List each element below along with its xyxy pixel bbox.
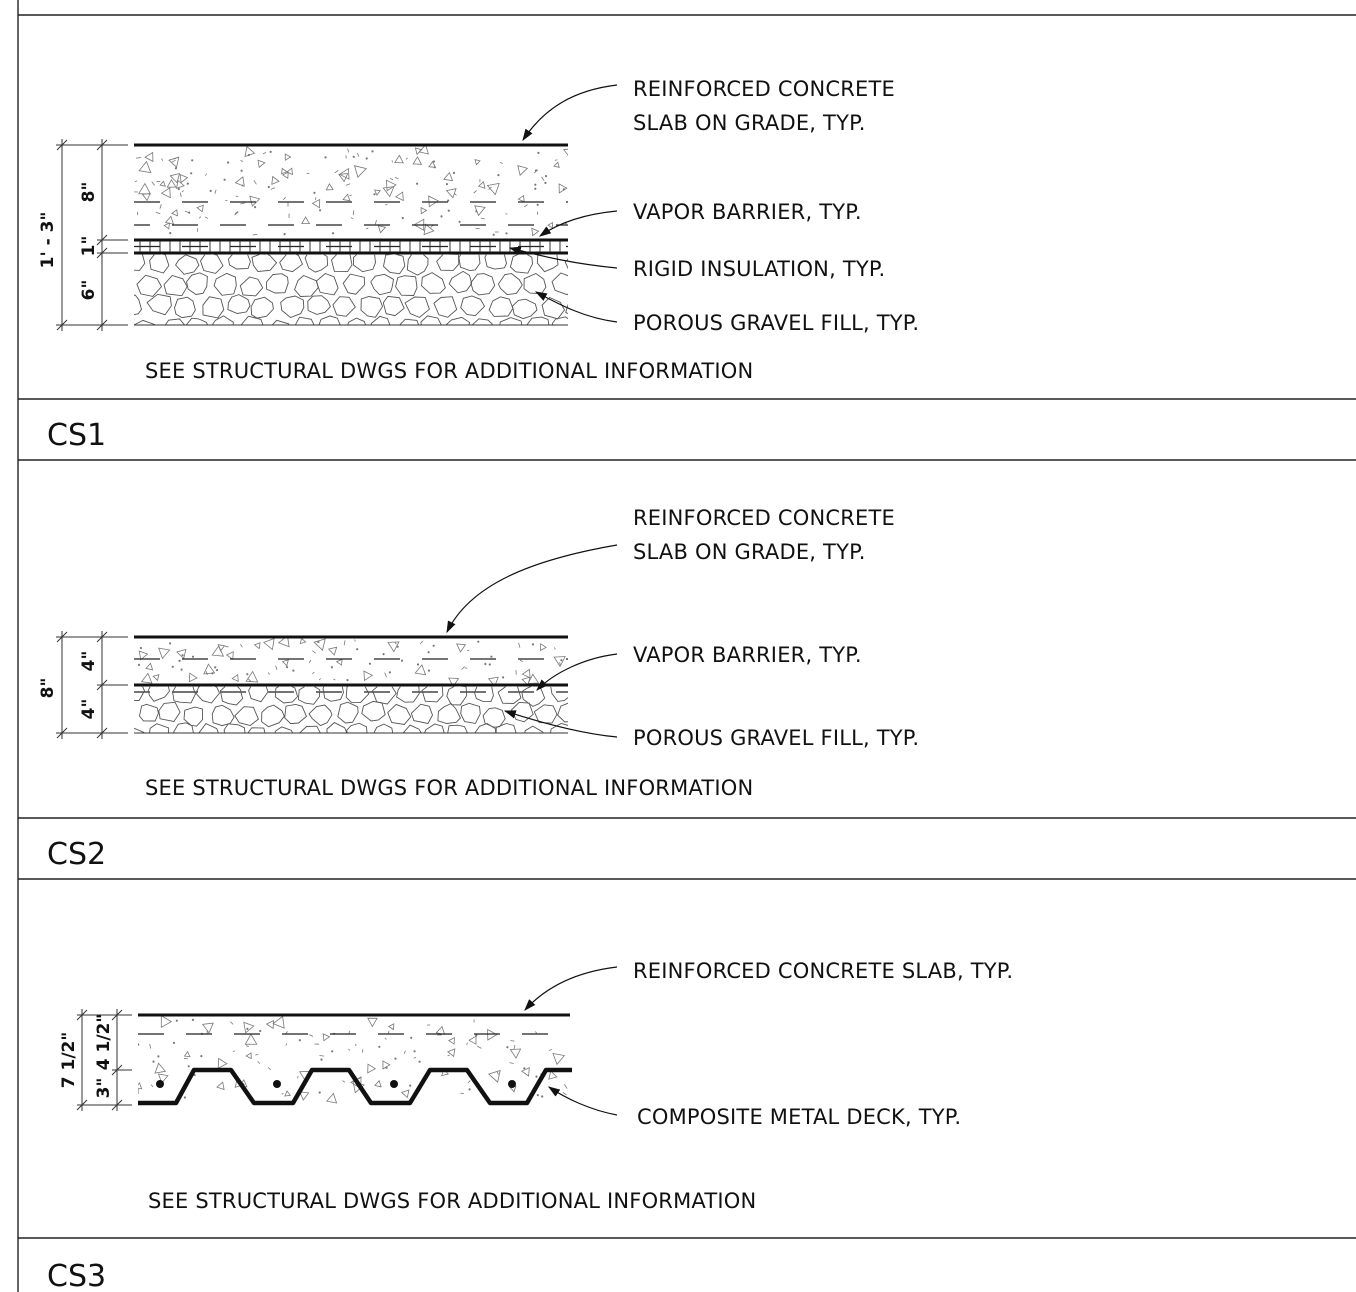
cs3-dim-topping: 4 1/2" [94,1014,114,1070]
cs1-callout-slab-line1: REINFORCED CONCRETE [633,77,895,101]
cs1-callout-gravel: POROUS GRAVEL FILL, TYP. [633,311,919,335]
cs1-dim-slab: 8" [79,182,99,203]
cs2-callout-gravel: POROUS GRAVEL FILL, TYP. [633,726,919,750]
cs3-leaders [524,966,618,1116]
cs3-detail-tag: CS3 [47,1259,106,1292]
cs2-vapor-barrier [134,683,568,693]
cs3-callout-slab: REINFORCED CONCRETE SLAB, TYP. [633,959,1013,983]
cs2-callout-slab-line1: REINFORCED CONCRETE [633,506,895,530]
cs3-general-note: SEE STRUCTURAL DWGS FOR ADDITIONAL INFOR… [148,1189,756,1213]
cs1-detail-tag: CS1 [47,418,106,453]
cs3-dim-overall: 7 1/2" [59,1032,79,1088]
cs1-dim-overall: 1' - 3" [38,212,58,269]
cs1-dimension-strings: 1' - 3" 8" 1" 6" [38,139,128,331]
cs1-callout-vapor: VAPOR BARRIER, TYP. [633,200,862,224]
cs3-concrete-topping [138,1013,570,1104]
cs2-detail-tag: CS2 [47,837,106,872]
cs3-composite-metal-deck [138,1067,572,1106]
detail-cs1: 1' - 3" 8" 1" 6" REINFORCED CONCRETE SLA… [38,77,919,383]
cs2-dim-fill: 4" [79,699,99,720]
cs2-dim-slab: 4" [79,651,99,672]
cs1-callout-insulation: RIGID INSULATION, TYP. [633,257,885,281]
cs3-dimension-strings: 7 1/2" 4 1/2" 3" [59,1009,132,1111]
cs1-dim-insulation: 1" [79,236,99,257]
cs1-concrete-slab [134,143,568,237]
cs2-callout-vapor: VAPOR BARRIER, TYP. [633,643,862,667]
cs1-leaders [508,84,618,323]
cs2-dimension-strings: 8" 4" 4" [38,631,128,739]
cs2-general-note: SEE STRUCTURAL DWGS FOR ADDITIONAL INFOR… [145,776,753,800]
cs2-concrete-slab [134,635,568,685]
cs1-callout-slab-line2: SLAB ON GRADE, TYP. [633,111,866,135]
cs1-gravel-fill [134,254,568,326]
cs2-leaders [446,544,618,738]
detail-cs3: 7 1/2" 4 1/2" 3" REINFORCED CONCRETE SLA… [59,959,1013,1213]
cs3-callout-deck: COMPOSITE METAL DECK, TYP. [637,1105,961,1129]
cs2-gravel-fill [134,686,568,734]
cs3-dim-deck: 3" [94,1078,114,1099]
cs1-dim-fill: 6" [79,280,99,301]
cs1-vapor-barrier-and-insulation [134,238,568,255]
cs2-dim-overall: 8" [38,678,58,699]
cs3-rebar-dots [156,1080,516,1088]
cs1-general-note: SEE STRUCTURAL DWGS FOR ADDITIONAL INFOR… [145,359,753,383]
sheet-frame [17,0,1356,1292]
cs2-callout-slab-line2: SLAB ON GRADE, TYP. [633,540,866,564]
detail-cs2: 8" 4" 4" REINFORCED CONCRETE SLAB ON GRA… [38,506,919,800]
